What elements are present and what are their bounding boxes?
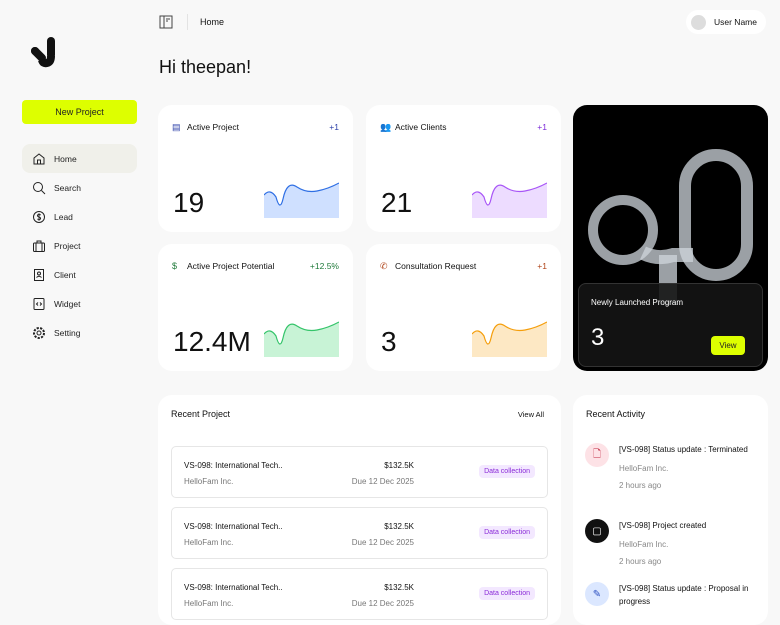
stat-card-active-clients: 👥 Active Clients +1 21 bbox=[366, 105, 561, 232]
project-name: VS-098: International Tech.. bbox=[184, 522, 283, 531]
stat-value: 19 bbox=[173, 187, 205, 218]
program-count: 3 bbox=[591, 324, 605, 351]
users-icon: 👥 bbox=[380, 122, 392, 132]
status-badge: Data collection bbox=[479, 526, 535, 539]
phone-icon: ✆ bbox=[380, 261, 388, 271]
sidebar-item-label: Client bbox=[54, 269, 76, 280]
section-title: Recent Activity bbox=[586, 409, 646, 419]
sidebar-item-client[interactable]: Client bbox=[22, 260, 137, 289]
stat-delta: +1 bbox=[537, 122, 547, 132]
glass-logo-image bbox=[588, 149, 753, 305]
header-divider bbox=[187, 14, 188, 30]
gear-icon bbox=[33, 326, 45, 339]
activity-text: [VS-098] Status update : Terminated bbox=[619, 445, 748, 454]
stat-delta: +1 bbox=[537, 261, 547, 271]
stat-value: 12.4M bbox=[173, 326, 251, 357]
sidebar-item-home[interactable]: Home bbox=[22, 144, 137, 173]
stat-label: Consultation Request bbox=[395, 261, 477, 271]
status-badge: Data collection bbox=[479, 465, 535, 478]
sparkline bbox=[472, 321, 547, 357]
sidebar-nav: Home Search Lead Project Client Widget S… bbox=[22, 144, 137, 347]
activity-time: 2 hours ago bbox=[619, 481, 662, 490]
page-title: Hi theepan! bbox=[159, 57, 252, 77]
sidebar-item-label: Widget bbox=[54, 298, 81, 309]
new-file-icon: ▢ bbox=[585, 519, 609, 543]
stat-card-project-potential: $ Active Project Potential +12.5% 12.4M bbox=[158, 244, 353, 371]
project-row[interactable]: VS-098: International Tech.. HelloFam Inc… bbox=[171, 568, 548, 620]
program-card: Newly Launched Program 3 View bbox=[573, 105, 768, 371]
sidebar-item-label: Setting bbox=[54, 327, 81, 338]
activity-text: [VS-098] Project created bbox=[619, 521, 707, 530]
user-menu[interactable]: User Name bbox=[686, 10, 766, 34]
stat-delta: +12.5% bbox=[309, 261, 339, 271]
project-due: Due 12 Dec 2025 bbox=[351, 477, 414, 486]
sidebar-item-widget[interactable]: Widget bbox=[22, 289, 137, 318]
sidebar-item-lead[interactable]: Lead bbox=[22, 202, 137, 231]
stat-value: 21 bbox=[381, 187, 413, 218]
project-row[interactable]: VS-098: International Tech.. HelloFam Inc… bbox=[171, 507, 548, 559]
program-panel: Newly Launched Program 3 View bbox=[578, 283, 763, 367]
project-name: VS-098: International Tech.. bbox=[184, 461, 283, 470]
stat-card-active-project: ▤ Active Project +1 19 bbox=[158, 105, 353, 232]
project-company: HelloFam Inc. bbox=[184, 477, 234, 486]
project-due: Due 12 Dec 2025 bbox=[351, 538, 414, 547]
activity-company: HelloFam Inc. bbox=[619, 464, 669, 473]
dollar-icon: $ bbox=[172, 261, 178, 271]
project-name: VS-098: International Tech.. bbox=[184, 583, 283, 592]
program-label: Newly Launched Program bbox=[591, 298, 684, 307]
project-amount: $132.5K bbox=[384, 522, 414, 531]
stat-label: Active Project Potential bbox=[187, 261, 275, 271]
sidebar-item-label: Home bbox=[54, 153, 77, 164]
sidebar-item-label: Lead bbox=[54, 211, 73, 222]
recent-activity-panel: Recent Activity 🗋 [VS-098] Status update… bbox=[573, 395, 768, 625]
code-icon bbox=[33, 297, 45, 310]
briefcase-icon bbox=[33, 240, 45, 252]
project-row[interactable]: VS-098: International Tech.. HelloFam Inc… bbox=[171, 446, 548, 498]
view-all-link[interactable]: View All bbox=[517, 410, 544, 419]
sidebar-item-setting[interactable]: Setting bbox=[22, 318, 137, 347]
avatar bbox=[691, 14, 706, 30]
activity-text: [VS-098] Status update : Proposal in pro… bbox=[619, 584, 749, 606]
project-amount: $132.5K bbox=[384, 461, 414, 470]
project-amount: $132.5K bbox=[384, 583, 414, 592]
sidebar-item-project[interactable]: Project bbox=[22, 231, 137, 260]
stat-value: 3 bbox=[381, 326, 397, 357]
recent-project-panel: Recent Project View All VS-098: Internat… bbox=[158, 395, 561, 625]
user-name: User Name bbox=[714, 17, 757, 27]
file-minus-icon: 🗋 bbox=[585, 443, 609, 467]
brand-logo bbox=[31, 37, 55, 68]
document-icon: ▤ bbox=[172, 122, 181, 132]
status-badge: Data collection bbox=[479, 587, 535, 600]
sparkline bbox=[264, 182, 339, 218]
sidebar-item-label: Search bbox=[54, 182, 81, 193]
activity-company: HelloFam Inc. bbox=[619, 540, 669, 549]
sparkline bbox=[472, 182, 547, 218]
activity-time: 2 hours ago bbox=[619, 557, 662, 566]
home-icon bbox=[33, 152, 45, 164]
project-company: HelloFam Inc. bbox=[184, 538, 234, 547]
stat-delta: +1 bbox=[329, 122, 339, 132]
section-title: Recent Project bbox=[171, 409, 231, 419]
sparkline bbox=[264, 321, 339, 357]
new-project-button[interactable]: New Project bbox=[22, 100, 137, 124]
breadcrumb: Home bbox=[200, 17, 225, 27]
sidebar-item-search[interactable]: Search bbox=[22, 173, 137, 202]
contact-icon bbox=[34, 268, 44, 281]
sidebar-toggle-icon[interactable] bbox=[159, 15, 173, 29]
sidebar-item-label: Project bbox=[54, 240, 81, 251]
dollar-circle-icon bbox=[33, 210, 45, 223]
search-icon bbox=[33, 181, 46, 194]
edit-document-icon: ✎ bbox=[585, 582, 609, 606]
view-program-button[interactable]: View bbox=[711, 336, 745, 355]
stat-label: Active Clients bbox=[395, 122, 447, 132]
stat-label: Active Project bbox=[187, 122, 239, 132]
stat-card-consultation: ✆ Consultation Request +1 3 bbox=[366, 244, 561, 371]
